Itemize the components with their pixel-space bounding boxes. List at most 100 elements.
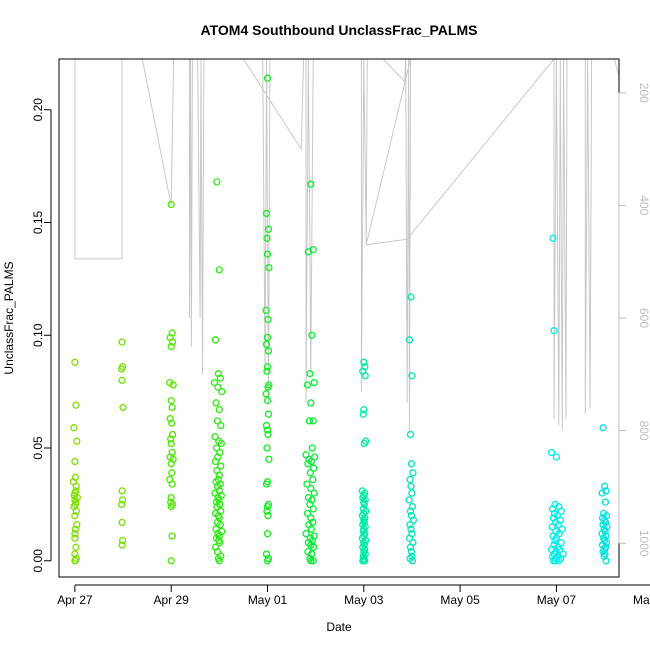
data-point [217, 462, 225, 470]
series-3 [210, 178, 226, 565]
data-point [118, 536, 127, 545]
data-point [212, 399, 220, 407]
data-point [216, 539, 224, 547]
data-point [407, 548, 416, 556]
y-axis-left: 0.00 0.05 0.10 0.15 0.20 [31, 98, 52, 572]
data-point [167, 342, 175, 351]
data-point [218, 387, 226, 396]
data-point [210, 378, 219, 387]
data-point [307, 180, 315, 188]
data-point [167, 557, 175, 565]
data-point [554, 521, 562, 529]
data-point [117, 365, 126, 373]
right-tick-label: 1000 [637, 530, 650, 557]
data-point [307, 484, 315, 493]
data-point [309, 557, 317, 565]
series-0 [69, 358, 81, 565]
data-point [167, 439, 175, 448]
data-point [408, 557, 417, 565]
data-point [118, 487, 126, 495]
data-point [360, 406, 368, 414]
data-point [216, 374, 224, 382]
data-point [309, 505, 317, 513]
data-point [118, 496, 127, 504]
data-point [360, 439, 368, 448]
data-point [407, 460, 416, 468]
data-point [167, 435, 175, 443]
data-point [303, 480, 311, 488]
data-point [307, 557, 315, 565]
data-point [211, 336, 220, 344]
y-tick-label: 0.10 [31, 323, 45, 347]
data-point [308, 331, 316, 339]
data-point [409, 469, 417, 477]
x-tick-label: May 05 [440, 593, 480, 607]
data-point [167, 200, 175, 209]
data-point [307, 525, 315, 533]
data-point [262, 340, 271, 348]
x-tick-label: May 09 [633, 593, 650, 607]
data-points [69, 74, 611, 565]
data-point [118, 376, 126, 385]
data-point [407, 293, 415, 301]
data-point [361, 372, 369, 380]
data-point [71, 358, 79, 366]
data-point [406, 521, 414, 529]
data-point [308, 536, 316, 545]
data-point [557, 539, 565, 547]
data-point [304, 460, 312, 468]
data-point [213, 482, 222, 490]
series-2 [166, 200, 177, 565]
data-point [263, 333, 272, 342]
data-point [405, 336, 414, 344]
data-point [168, 338, 177, 346]
data-point [217, 439, 225, 448]
data-point [216, 521, 224, 529]
data-point [303, 381, 312, 389]
data-point [360, 358, 368, 366]
data-point [557, 507, 565, 515]
data-point [406, 543, 415, 551]
data-point [263, 234, 271, 242]
data-point [71, 512, 79, 520]
data-point [307, 399, 315, 407]
data-point [211, 457, 220, 466]
data-point [555, 557, 563, 565]
data-point [263, 426, 272, 434]
right-tick-label: 600 [637, 308, 650, 328]
data-point [168, 430, 177, 439]
data-point [409, 516, 418, 524]
data-point [72, 482, 80, 490]
data-point [118, 338, 126, 346]
data-point [407, 512, 416, 520]
data-point [71, 525, 80, 533]
data-point [262, 306, 270, 315]
data-point [310, 464, 318, 472]
y-axis-title: UnclassFrac_PALMS [2, 261, 16, 374]
data-point [406, 475, 414, 484]
series-5 [302, 180, 319, 565]
data-point [263, 250, 272, 258]
y-axis-right: 200 400 600 800 1000 [618, 83, 650, 557]
data-point [263, 557, 272, 565]
data-point [264, 225, 273, 233]
data-point [547, 448, 556, 457]
data-point [552, 453, 561, 461]
data-point [264, 383, 272, 391]
series-9 [598, 424, 611, 565]
data-point [602, 512, 611, 520]
data-point [262, 480, 271, 488]
data-point [309, 417, 317, 425]
data-point [304, 248, 313, 256]
data-point [308, 496, 316, 504]
data-point [214, 369, 223, 378]
data-point [602, 557, 610, 565]
data-point [119, 403, 127, 412]
data-point [168, 403, 176, 412]
data-point [71, 534, 79, 542]
data-point [265, 263, 273, 272]
data-point [310, 489, 318, 497]
data-point [166, 415, 174, 423]
chart-title: ATOM4 Southbound UnclassFrac_PALMS [201, 22, 478, 38]
data-point [167, 396, 175, 405]
